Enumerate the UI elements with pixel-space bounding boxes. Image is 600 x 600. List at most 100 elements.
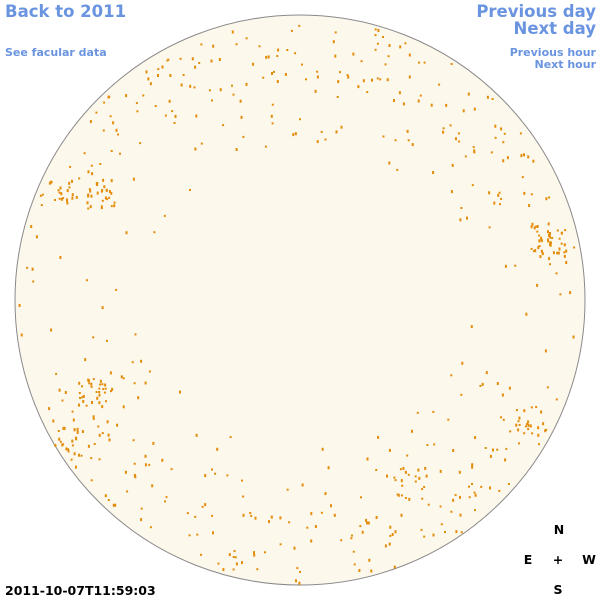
facula [75,465,77,469]
facula [106,420,109,424]
facula [399,45,402,49]
facula [500,197,503,200]
facula [188,534,191,537]
facula [92,378,95,381]
facula [109,371,112,375]
facula [120,375,123,379]
facula [324,138,327,141]
facula [340,125,343,129]
facula [90,457,93,460]
facula [523,432,526,435]
facula [545,197,548,201]
facula [54,199,56,201]
facula [400,494,403,497]
facula [71,179,73,183]
next-hour-link[interactable]: Next hour [535,58,597,71]
facula [450,190,453,194]
facula [432,410,435,413]
facula [163,214,166,217]
facula [67,448,69,451]
facula [231,30,234,34]
facula [299,118,301,121]
facula [148,463,151,466]
facula [242,495,245,498]
facula [271,103,274,106]
facula [164,500,166,503]
facula [85,404,88,407]
facula [451,163,454,167]
facula [455,137,457,141]
facula [191,57,194,61]
facula [549,232,551,235]
facula [258,45,261,48]
facula [404,42,407,45]
facula [235,43,238,46]
facula [98,401,101,405]
facula [133,462,136,465]
facula [170,468,173,471]
facula [18,304,21,307]
facula [72,418,75,422]
facula [408,497,411,501]
facula [502,418,505,421]
facula [104,383,107,387]
facula [500,416,502,419]
facula [62,426,65,430]
facula [242,135,245,138]
facula [473,149,476,153]
facula [133,473,136,477]
facula [389,525,392,529]
previous-day-link[interactable]: Previous day [476,2,596,21]
facula [408,53,411,57]
facula [144,463,147,467]
facula [68,181,71,185]
facular-link[interactable]: See facular data [5,46,107,59]
facula [430,103,433,107]
facula [494,124,497,128]
facula [106,339,108,342]
facula [71,193,74,197]
facula [536,283,539,287]
facula [533,226,536,230]
facula [555,398,558,401]
facula [87,207,90,210]
facula [52,419,55,423]
facula [75,437,78,441]
facula [488,191,491,195]
facula [68,186,71,189]
facula [89,205,92,209]
facula [91,401,93,404]
facula [480,485,483,488]
facula [493,201,496,205]
back-link[interactable]: Back to 2011 [5,2,126,21]
facula [530,406,533,409]
facula [71,196,74,200]
facula [532,250,535,253]
previous-hour-link[interactable]: Previous hour [510,46,597,59]
facula [112,121,115,125]
facula [70,458,73,461]
facula [407,139,410,142]
facula [450,63,453,65]
facula [316,140,319,144]
facula [472,146,475,149]
facula [460,393,463,396]
facula [301,483,304,487]
facula [140,507,143,510]
facula [245,82,248,86]
facula [124,470,127,474]
facula [242,513,245,517]
facula [391,533,394,536]
facula [497,193,500,197]
next-day-link[interactable]: Next day [514,19,597,38]
facula [103,101,106,104]
facula [572,335,575,339]
facula [387,55,390,58]
facula [62,443,65,446]
facula [87,379,90,383]
facula [544,429,547,433]
facula [396,493,399,496]
facula [386,78,389,82]
facula [399,468,402,471]
facula [196,533,199,536]
